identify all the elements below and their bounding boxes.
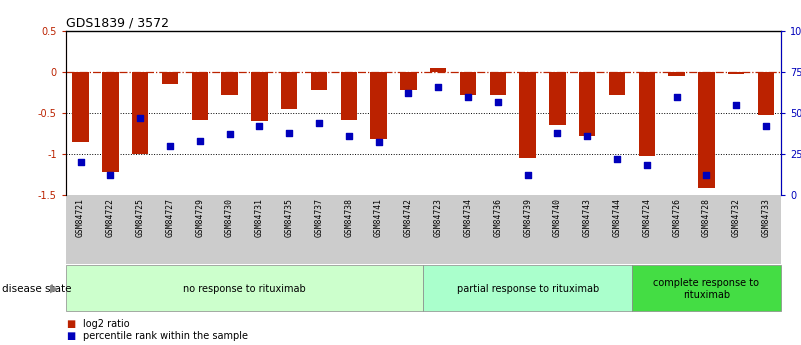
- Text: log2 ratio: log2 ratio: [83, 319, 130, 329]
- Point: [641, 163, 654, 168]
- Point: [432, 84, 445, 90]
- Point: [461, 94, 474, 99]
- Text: GSM84734: GSM84734: [464, 198, 473, 237]
- Point: [402, 91, 415, 96]
- Text: GDS1839 / 3572: GDS1839 / 3572: [66, 17, 169, 30]
- Text: GSM84732: GSM84732: [732, 198, 741, 237]
- Point: [700, 172, 713, 178]
- Point: [74, 159, 87, 165]
- Bar: [579, 72, 595, 136]
- Bar: [549, 72, 566, 125]
- Text: percentile rank within the sample: percentile rank within the sample: [83, 331, 248, 341]
- Text: ■: ■: [66, 319, 75, 329]
- Text: GSM84742: GSM84742: [404, 198, 413, 237]
- Point: [223, 131, 236, 137]
- Bar: [252, 72, 268, 121]
- Point: [492, 99, 505, 104]
- Text: partial response to rituximab: partial response to rituximab: [457, 284, 599, 294]
- Text: GSM84727: GSM84727: [166, 198, 175, 237]
- Bar: [519, 72, 536, 158]
- Bar: [340, 72, 357, 120]
- Bar: [221, 72, 238, 95]
- Bar: [638, 72, 655, 156]
- Bar: [430, 68, 446, 72]
- Point: [610, 156, 623, 161]
- Bar: [489, 72, 506, 95]
- Bar: [758, 72, 775, 115]
- Bar: [103, 72, 119, 172]
- Text: GSM84737: GSM84737: [315, 198, 324, 237]
- Text: GSM84721: GSM84721: [76, 198, 85, 237]
- Text: GSM84724: GSM84724: [642, 198, 651, 237]
- Bar: [609, 72, 626, 95]
- Point: [581, 133, 594, 139]
- Text: GSM84728: GSM84728: [702, 198, 711, 237]
- Point: [342, 133, 355, 139]
- Text: GSM84735: GSM84735: [284, 198, 294, 237]
- Point: [521, 172, 534, 178]
- Text: GSM84726: GSM84726: [672, 198, 681, 237]
- Point: [372, 140, 385, 145]
- Text: GSM84741: GSM84741: [374, 198, 383, 237]
- Bar: [132, 72, 148, 154]
- Point: [551, 130, 564, 136]
- Point: [134, 115, 147, 121]
- Bar: [66, 265, 423, 312]
- Text: GSM84723: GSM84723: [433, 198, 443, 237]
- Text: GSM84739: GSM84739: [523, 198, 532, 237]
- Text: GSM84729: GSM84729: [195, 198, 204, 237]
- Text: ▶: ▶: [50, 284, 59, 294]
- Text: complete response to
rituximab: complete response to rituximab: [654, 278, 759, 300]
- Text: GSM84731: GSM84731: [255, 198, 264, 237]
- Bar: [669, 72, 685, 76]
- Bar: [728, 72, 744, 75]
- Text: GSM84722: GSM84722: [106, 198, 115, 237]
- Point: [193, 138, 206, 144]
- Point: [163, 143, 176, 149]
- Text: GSM84744: GSM84744: [613, 198, 622, 237]
- Bar: [632, 265, 781, 312]
- Bar: [191, 72, 208, 120]
- Text: GSM84743: GSM84743: [583, 198, 592, 237]
- Text: ■: ■: [66, 331, 75, 341]
- Bar: [460, 72, 477, 95]
- Text: GSM84736: GSM84736: [493, 198, 502, 237]
- Point: [283, 130, 296, 136]
- Text: disease state: disease state: [2, 284, 71, 294]
- Bar: [400, 72, 417, 90]
- Point: [670, 94, 683, 99]
- Bar: [370, 72, 387, 139]
- Text: GSM84733: GSM84733: [762, 198, 771, 237]
- Bar: [72, 72, 89, 142]
- Text: no response to rituximab: no response to rituximab: [183, 284, 306, 294]
- Point: [104, 172, 117, 178]
- Point: [759, 124, 772, 129]
- Text: GSM84730: GSM84730: [225, 198, 234, 237]
- Bar: [698, 72, 714, 188]
- Point: [312, 120, 325, 126]
- Bar: [423, 265, 632, 312]
- Point: [253, 124, 266, 129]
- Bar: [162, 72, 178, 84]
- Bar: [281, 72, 297, 109]
- Point: [730, 102, 743, 108]
- Bar: [311, 72, 328, 90]
- Text: GSM84725: GSM84725: [135, 198, 145, 237]
- Text: GSM84740: GSM84740: [553, 198, 562, 237]
- Text: GSM84738: GSM84738: [344, 198, 353, 237]
